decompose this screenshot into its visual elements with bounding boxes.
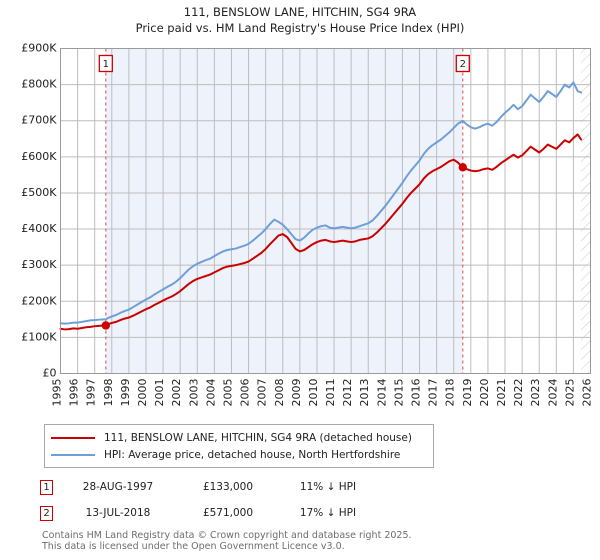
footer-line-licence: This data is licensed under the Open Gov… <box>42 541 345 552</box>
svg-text:2009: 2009 <box>290 379 303 407</box>
svg-text:2008: 2008 <box>273 379 286 407</box>
table-row: 1 28-AUG-1997 £133,000 11% ↓ HPI <box>40 474 460 500</box>
svg-text:2019: 2019 <box>461 379 474 407</box>
svg-text:£0: £0 <box>43 367 57 380</box>
legend-label-property: 111, BENSLOW LANE, HITCHIN, SG4 9RA (det… <box>104 431 412 444</box>
svg-text:£700K: £700K <box>21 114 57 127</box>
svg-text:1996: 1996 <box>68 379 81 407</box>
svg-text:2025: 2025 <box>563 379 576 407</box>
grid-lines <box>60 48 591 374</box>
transaction-point-markers <box>101 163 467 330</box>
svg-text:1997: 1997 <box>85 379 98 407</box>
svg-text:£800K: £800K <box>21 78 57 91</box>
transaction-index-badge: 2 <box>40 505 53 521</box>
svg-text:2006: 2006 <box>239 379 252 407</box>
transaction-hpi-delta: 11% ↓ HPI <box>299 481 357 493</box>
svg-text:2012: 2012 <box>341 379 354 407</box>
svg-text:1999: 1999 <box>119 379 132 407</box>
footer-line-copyright: Contains HM Land Registry data © Crown c… <box>42 530 412 541</box>
svg-text:2023: 2023 <box>529 379 542 407</box>
svg-text:2005: 2005 <box>222 379 235 407</box>
svg-text:2026: 2026 <box>581 379 594 407</box>
svg-text:2016: 2016 <box>410 379 423 407</box>
svg-text:2000: 2000 <box>136 379 149 407</box>
svg-text:2015: 2015 <box>392 379 405 407</box>
legend-item-hpi: HPI: Average price, detached house, Nort… <box>51 446 427 463</box>
legend-color-swatch-property <box>51 436 95 439</box>
svg-text:2013: 2013 <box>358 379 371 407</box>
svg-text:1995: 1995 <box>51 379 64 407</box>
table-row: 2 13-JUL-2018 £571,000 17% ↓ HPI <box>40 500 460 526</box>
svg-text:2004: 2004 <box>204 379 217 407</box>
svg-text:2003: 2003 <box>187 379 200 407</box>
svg-text:£600K: £600K <box>21 150 57 163</box>
svg-text:2007: 2007 <box>256 379 269 407</box>
svg-text:2018: 2018 <box>444 379 457 407</box>
transaction-price: £133,000 <box>202 481 254 493</box>
legend-item-property: 111, BENSLOW LANE, HITCHIN, SG4 9RA (det… <box>51 429 427 446</box>
svg-text:2014: 2014 <box>375 379 388 407</box>
svg-text:£100K: £100K <box>21 330 57 343</box>
transaction-date: 13-JUL-2018 <box>85 507 151 519</box>
svg-text:£200K: £200K <box>21 294 57 307</box>
svg-text:£400K: £400K <box>21 222 57 235</box>
data-series-group <box>59 81 583 331</box>
legend-color-swatch-hpi <box>51 453 95 456</box>
y-axis-tick-labels: £0 £100K £200K £300K £400K £500K £600K £700K £80… <box>21 42 57 380</box>
transaction-hpi-delta: 17% ↓ HPI <box>299 507 357 519</box>
chart-area: £0 £100K £200K £300K £400K £500K £600K £700K £80… <box>21 42 594 407</box>
x-axis-tick-labels: 1995 1996 1997 1998 1999 2000 2001 2002 2003 2004… <box>51 379 594 407</box>
ownership-span-shading <box>105 48 463 374</box>
svg-text:2002: 2002 <box>170 379 183 407</box>
chart-legend: 111, BENSLOW LANE, HITCHIN, SG4 9RA (det… <box>44 424 434 468</box>
future-period-hatching <box>581 48 591 374</box>
svg-text:2021: 2021 <box>495 379 508 407</box>
transaction-price: £571,000 <box>202 507 254 519</box>
svg-text:1998: 1998 <box>102 379 115 407</box>
transaction-date: 28-AUG-1997 <box>82 481 154 493</box>
chart-title-block: 111, BENSLOW LANE, HITCHIN, SG4 9RA Pric… <box>0 4 600 36</box>
transaction-index-badge: 1 <box>40 479 53 495</box>
svg-text:2020: 2020 <box>478 379 491 407</box>
svg-text:2010: 2010 <box>307 379 320 407</box>
page-title: 111, BENSLOW LANE, HITCHIN, SG4 9RA <box>183 5 417 19</box>
svg-text:2001: 2001 <box>153 379 166 407</box>
svg-text:1: 1 <box>103 59 109 70</box>
svg-text:£900K: £900K <box>21 42 57 55</box>
price-history-line-chart: £0 £100K £200K £300K £400K £500K £600K £700K £80… <box>21 42 594 407</box>
svg-text:2011: 2011 <box>324 379 337 407</box>
svg-text:2017: 2017 <box>427 379 440 407</box>
copyright-footer: Contains HM Land Registry data © Crown c… <box>42 530 562 552</box>
transactions-table: 1 28-AUG-1997 £133,000 11% ↓ HPI 2 13-JU… <box>40 474 460 526</box>
legend-label-hpi: HPI: Average price, detached house, Nort… <box>104 448 401 461</box>
page-subtitle: Price paid vs. HM Land Registry's House … <box>135 21 465 35</box>
plot-frame <box>60 48 591 374</box>
svg-text:2022: 2022 <box>512 379 525 407</box>
svg-text:£300K: £300K <box>21 258 57 271</box>
svg-text:2: 2 <box>460 59 466 70</box>
svg-text:2024: 2024 <box>546 379 559 407</box>
svg-text:£500K: £500K <box>21 186 57 199</box>
